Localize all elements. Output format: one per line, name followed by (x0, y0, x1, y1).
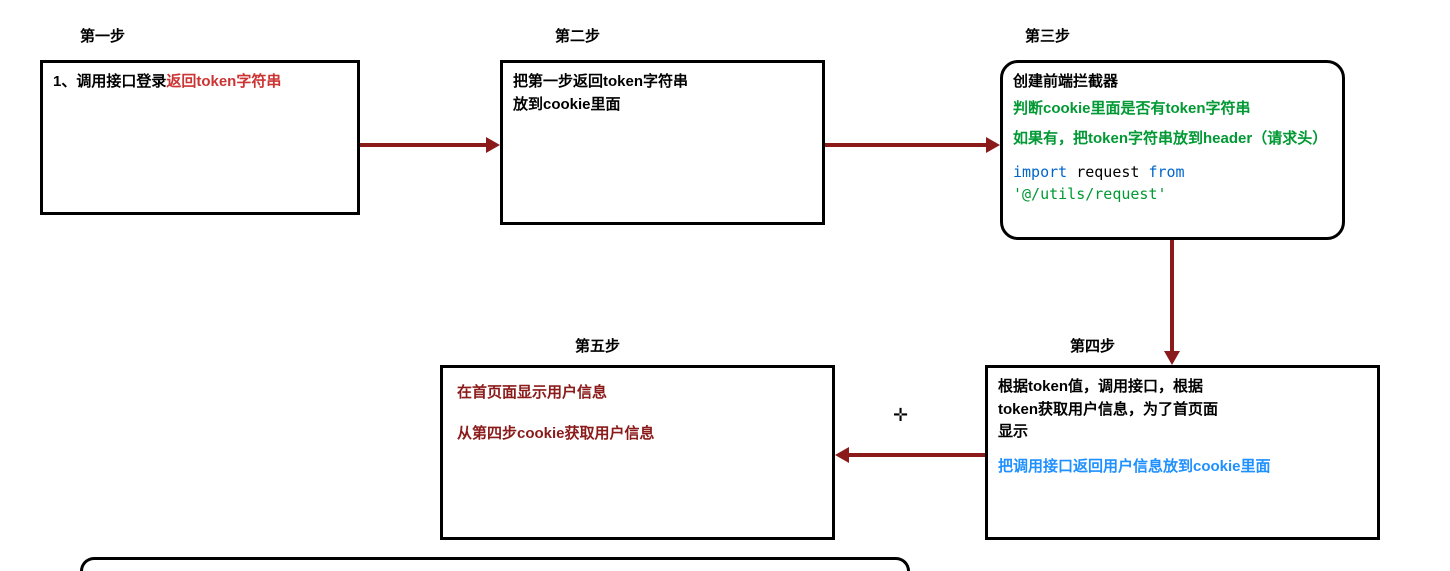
step4-label: 第四步 (1070, 335, 1115, 356)
step2-line1: 把第一步返回token字符串 (513, 71, 812, 94)
step2-line2: 放到cookie里面 (513, 94, 812, 117)
arrow-1-line (360, 143, 488, 147)
cursor-indicator-icon: ✛ (893, 405, 908, 426)
step2-label: 第二步 (555, 25, 600, 46)
step4-line3: 显示 (998, 421, 1367, 444)
step1-line1: 1、调用接口登录返回token字符串 (53, 71, 347, 94)
step1-line1-prefix: 1、调用接口登录 (53, 73, 166, 90)
step3-code: import request from '@/utils/request' (1013, 161, 1332, 206)
step4-line2: token获取用户信息，为了首页面 (998, 399, 1367, 422)
arrow-3-line (1170, 240, 1174, 353)
arrow-2-head (986, 137, 1000, 153)
arrow-2-line (825, 143, 988, 147)
step5-line2: 从第四步cookie获取用户信息 (453, 417, 822, 452)
code-import: import (1013, 163, 1067, 181)
step4-line4: 把调用接口返回用户信息放到cookie里面 (998, 456, 1367, 479)
step3-box: 创建前端拦截器 判断cookie里面是否有token字符串 如果有，把token… (1000, 60, 1345, 240)
step1-box: 1、调用接口登录返回token字符串 (40, 60, 360, 215)
step2-box: 把第一步返回token字符串 放到cookie里面 (500, 60, 825, 225)
step5-line1: 在首页面显示用户信息 (453, 376, 822, 411)
code-path: '@/utils/request' (1013, 185, 1167, 203)
step3-line3: 如果有，把token字符串放到header（请求头） (1013, 128, 1332, 151)
code-from: from (1148, 163, 1184, 181)
arrow-1-head (486, 137, 500, 153)
code-request: request (1067, 163, 1148, 181)
arrow-3-head (1164, 351, 1180, 365)
arrow-4-head (835, 447, 849, 463)
step3-line1: 创建前端拦截器 (1013, 71, 1332, 94)
step1-label: 第一步 (80, 25, 125, 46)
bottom-box-partial (80, 557, 910, 571)
step4-box: 根据token值，调用接口，根据 token获取用户信息，为了首页面 显示 把调… (985, 365, 1380, 540)
step5-label: 第五步 (575, 335, 620, 356)
arrow-4-line (849, 453, 985, 457)
step1-line1-suffix: 返回token字符串 (166, 73, 281, 90)
step3-line2: 判断cookie里面是否有token字符串 (1013, 98, 1332, 121)
step3-label: 第三步 (1025, 25, 1070, 46)
step4-line1: 根据token值，调用接口，根据 (998, 376, 1367, 399)
step5-box: 在首页面显示用户信息 从第四步cookie获取用户信息 (440, 365, 835, 540)
